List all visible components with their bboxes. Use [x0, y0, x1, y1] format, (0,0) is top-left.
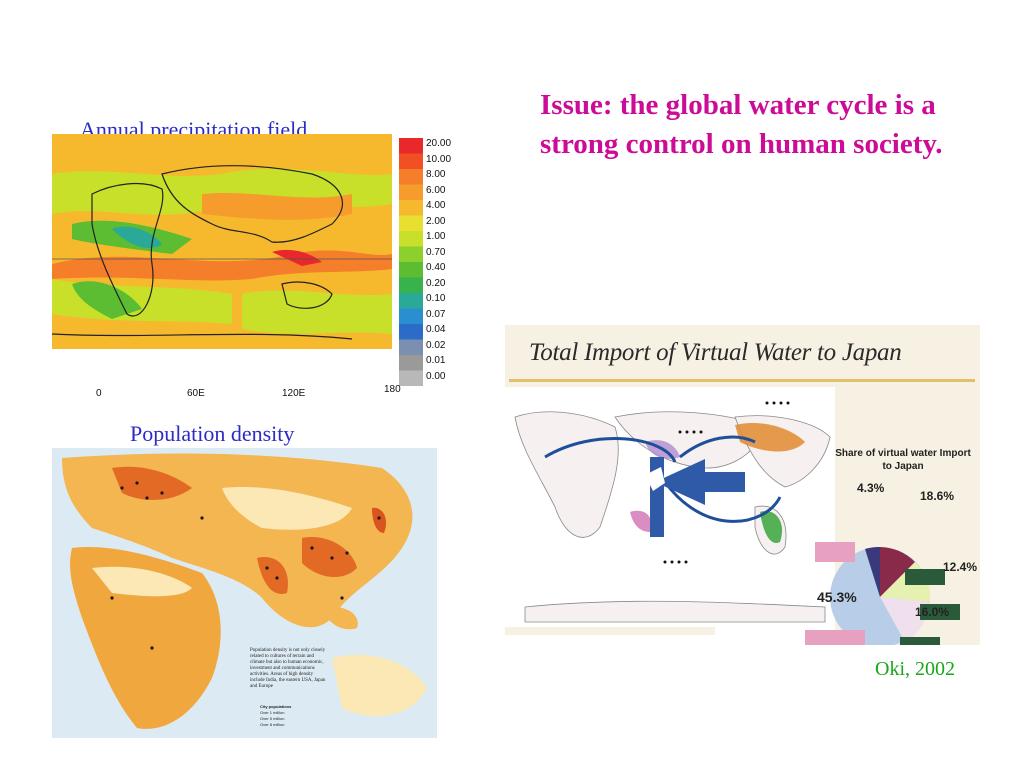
share-pct-16-0: 16.0% — [915, 605, 950, 619]
legend-swatch — [399, 308, 423, 324]
x-tick-0: 0 — [96, 388, 102, 399]
population-note: Population density is not only closely r… — [250, 648, 326, 689]
legend-label: 2.00 — [426, 215, 446, 227]
legend-swatch — [399, 231, 423, 247]
legend-swatch — [399, 355, 423, 371]
legend-swatch — [399, 138, 423, 154]
share-pct-18-6: 18.6% — [920, 489, 955, 503]
legend-swatch — [399, 277, 423, 293]
legend-swatch — [399, 200, 423, 216]
issue-statement: Issue: the global water cycle is a stron… — [540, 89, 943, 160]
legend-swatch — [399, 370, 423, 386]
share-pct-45-3: 45.3% — [817, 589, 857, 605]
precipitation-map — [52, 134, 392, 384]
legend-label: 0.07 — [426, 308, 446, 320]
title-underline — [509, 379, 975, 382]
legend-label: 20.00 — [426, 138, 452, 149]
share-pct-4-3: 4.3% — [857, 481, 885, 495]
city-legend-item: Over 5 million — [260, 716, 285, 721]
x-tick-60e: 60E — [187, 388, 205, 399]
precipitation-x-axis: 0 60E 120E 180 — [52, 384, 401, 402]
citation-credit: Oki, 2002 — [875, 658, 955, 680]
legend-swatch — [399, 246, 423, 262]
legend-swatch — [399, 324, 423, 340]
x-tick-180: 180 — [384, 384, 401, 395]
legend-swatch — [399, 293, 423, 309]
legend-label: 0.20 — [426, 277, 446, 289]
virtual-water-title: Total Import of Virtual Water to Japan — [529, 339, 902, 366]
city-legend-item: Over 8 million — [260, 722, 285, 727]
legend-label: 8.00 — [426, 169, 446, 180]
legend-label: 0.10 — [426, 293, 446, 304]
legend-swatch — [399, 262, 423, 278]
legend-label: 0.70 — [426, 246, 446, 258]
legend-label: 4.00 — [426, 200, 446, 211]
legend-swatch — [399, 169, 423, 185]
population-caption: Population density — [130, 421, 295, 446]
legend-label: 0.00 — [426, 370, 446, 382]
city-population-legend: City populations Over 1 million Over 5 m… — [260, 704, 291, 728]
legend-swatch — [399, 339, 423, 355]
city-legend-item: Over 1 million — [260, 710, 285, 715]
legend-swatch — [399, 215, 423, 231]
share-pct-12-4: 12.4% — [943, 560, 978, 574]
city-legend-title: City populations — [260, 704, 292, 709]
legend-swatch — [399, 153, 423, 169]
legend-label: 0.40 — [426, 262, 446, 273]
legend-swatch — [399, 184, 423, 200]
share-title: Share of virtual water Import to Japan — [835, 448, 971, 472]
legend-label: 0.02 — [426, 339, 446, 351]
legend-label: 0.04 — [426, 324, 446, 335]
legend-color-bar — [399, 138, 423, 386]
legend-label: 1.00 — [426, 231, 446, 242]
legend-label: 10.00 — [426, 153, 452, 165]
virtual-water-map — [505, 387, 960, 645]
precipitation-legend — [399, 138, 423, 391]
virtual-water-figure: Total Import of Virtual Water to Japan — [505, 325, 980, 645]
x-tick-120e: 120E — [282, 388, 306, 399]
legend-label: 6.00 — [426, 184, 446, 196]
population-map: Population density is not only closely r… — [52, 448, 437, 738]
legend-label: 0.01 — [426, 355, 446, 366]
